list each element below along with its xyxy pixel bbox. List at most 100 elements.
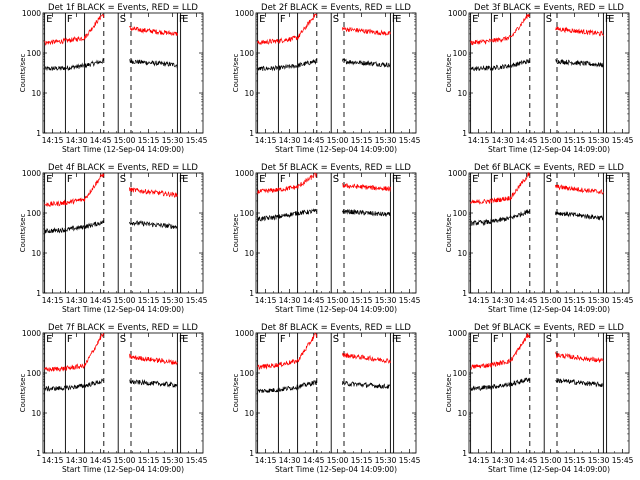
x-tick-label: 15:30 (162, 296, 184, 305)
x-tick-label: 15:15 (138, 456, 160, 465)
x-tick-label: 14:15 (468, 296, 490, 305)
x-tick-label: 15:45 (612, 296, 634, 305)
x-tick-label: 14:45 (303, 136, 325, 145)
interval-marker-label: F (392, 174, 398, 185)
x-tick-label: 14:30 (279, 296, 301, 305)
series-black-events-line (257, 58, 391, 72)
y-tick-label: 1000 (235, 329, 254, 338)
y-axis-label: Counts/sec (232, 214, 240, 253)
interval-marker-label: E (608, 334, 614, 345)
y-tick-label: 1 (249, 289, 254, 298)
series-red-lld-line (470, 14, 604, 46)
interval-marker-label: F (605, 14, 611, 25)
x-axis-label: Start Time (12-Sep-04 14:09:00) (275, 465, 397, 474)
x-tick-label: 15:30 (162, 136, 184, 145)
series-black-events-line (470, 58, 604, 72)
interval-marker-label: F (179, 14, 185, 25)
chart-title: Det 2f BLACK = Events, RED = LLD (261, 3, 411, 13)
interval-marker-label: S (333, 14, 339, 25)
y-tick-label: 100 (240, 369, 255, 378)
chart-title: Det 5f BLACK = Events, RED = LLD (261, 163, 411, 173)
y-tick-label: 1000 (22, 9, 41, 18)
y-axis-label: Counts/sec (19, 374, 27, 413)
interval-marker-label: S (120, 14, 126, 25)
y-tick-label: 1 (36, 449, 41, 458)
x-tick-label: 14:30 (492, 456, 514, 465)
interval-marker-label: S (120, 174, 126, 185)
x-axis-label: Start Time (12-Sep-04 14:09:00) (62, 305, 184, 314)
interval-marker-label: F (392, 334, 398, 345)
x-tick-label: 15:00 (114, 456, 136, 465)
series-red-lld-line (257, 13, 391, 46)
x-tick-label: 14:15 (42, 456, 64, 465)
chart-panel: Det 5f BLACK = Events, RED = LLD 1 10 100 10… (232, 163, 421, 314)
x-tick-label: 15:45 (186, 296, 208, 305)
x-tick-label: 15:15 (138, 296, 160, 305)
plot-frame (468, 12, 630, 134)
x-tick-label: 14:15 (42, 136, 64, 145)
interval-marker-label: F (280, 334, 286, 345)
y-tick-label: 10 (244, 409, 254, 418)
y-tick-label: 1 (462, 129, 467, 138)
chart-panel: Det 4f BLACK = Events, RED = LLD 1 10 100 10… (19, 163, 208, 314)
chart-panel: Det 1f BLACK = Events, RED = LLD 1 10 100 10… (19, 3, 208, 154)
y-tick-label: 10 (31, 89, 41, 98)
y-axis-label: Counts/sec (445, 54, 453, 93)
series-red-lld-line (44, 173, 178, 208)
y-tick-label: 10 (244, 249, 254, 258)
x-tick-label: 15:45 (399, 136, 421, 145)
y-tick-label: 100 (27, 369, 42, 378)
x-tick-label: 14:45 (516, 136, 538, 145)
x-axis-label: Start Time (12-Sep-04 14:09:00) (275, 145, 397, 154)
x-tick-label: 14:45 (90, 296, 112, 305)
plot-frame (255, 172, 417, 294)
interval-marker-label: F (493, 14, 499, 25)
y-tick-label: 10 (244, 89, 254, 98)
interval-marker-label: S (333, 334, 339, 345)
x-axis-label: Start Time (12-Sep-04 14:09:00) (488, 465, 610, 474)
x-tick-label: 14:15 (42, 296, 64, 305)
x-tick-label: 15:45 (399, 296, 421, 305)
x-tick-label: 14:30 (66, 136, 88, 145)
chart-panel: Det 9f BLACK = Events, RED = LLD 1 10 100 10… (445, 323, 634, 474)
interval-marker-label: S (546, 14, 552, 25)
x-tick-label: 15:00 (540, 296, 562, 305)
interval-marker-label: F (392, 14, 398, 25)
interval-marker-label: E (472, 334, 478, 345)
series-black-events-line (470, 377, 604, 391)
x-tick-label: 14:45 (90, 136, 112, 145)
x-tick-label: 15:15 (564, 456, 586, 465)
y-tick-label: 1000 (235, 9, 254, 18)
interval-marker-label: E (46, 174, 52, 185)
y-tick-label: 1 (36, 129, 41, 138)
x-tick-label: 15:00 (114, 296, 136, 305)
chart-title: Det 9f BLACK = Events, RED = LLD (474, 323, 624, 333)
plot-frame (42, 332, 204, 454)
y-tick-label: 10 (457, 89, 467, 98)
chart-title: Det 3f BLACK = Events, RED = LLD (474, 3, 624, 13)
x-tick-label: 15:15 (564, 296, 586, 305)
x-tick-label: 15:45 (186, 136, 208, 145)
y-tick-label: 100 (240, 209, 255, 218)
x-tick-label: 15:30 (588, 136, 610, 145)
x-tick-label: 14:30 (279, 456, 301, 465)
interval-marker-label: E (472, 14, 478, 25)
x-tick-label: 14:30 (279, 136, 301, 145)
y-tick-label: 1 (249, 129, 254, 138)
x-tick-label: 15:30 (375, 136, 397, 145)
y-tick-label: 10 (457, 249, 467, 258)
x-axis-label: Start Time (12-Sep-04 14:09:00) (62, 145, 184, 154)
y-axis-label: Counts/sec (232, 374, 240, 413)
interval-marker-label: E (395, 14, 401, 25)
x-tick-label: 14:30 (492, 296, 514, 305)
x-tick-label: 14:15 (255, 456, 277, 465)
x-tick-label: 15:45 (186, 456, 208, 465)
x-tick-label: 15:15 (138, 136, 160, 145)
y-tick-label: 1000 (448, 329, 467, 338)
y-tick-label: 1000 (235, 169, 254, 178)
x-tick-label: 15:45 (612, 136, 634, 145)
y-axis-label: Counts/sec (19, 214, 27, 253)
x-tick-label: 14:45 (303, 296, 325, 305)
x-tick-label: 14:45 (516, 296, 538, 305)
